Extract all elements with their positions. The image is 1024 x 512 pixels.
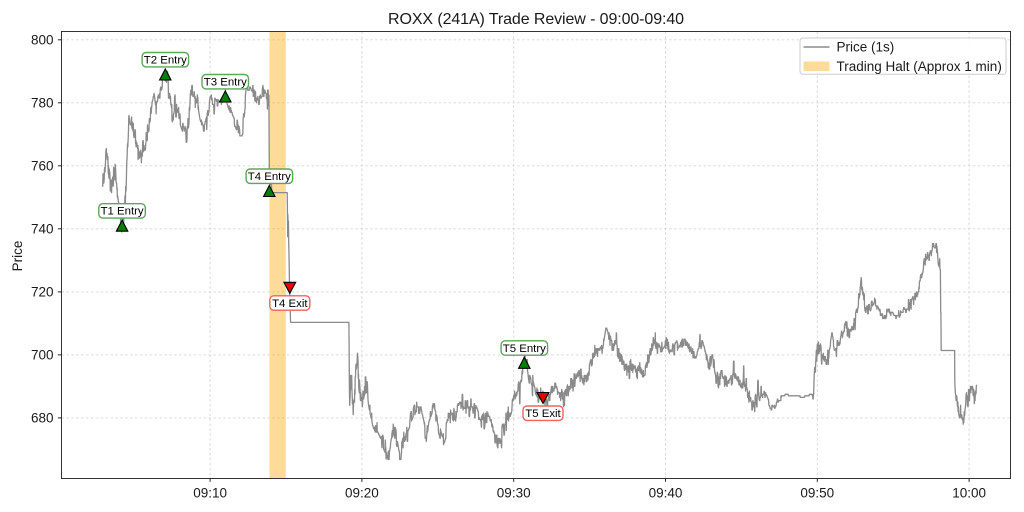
svg-text:T5 Entry: T5 Entry (503, 343, 546, 355)
svg-text:800: 800 (31, 33, 54, 48)
svg-text:700: 700 (31, 348, 54, 363)
svg-text:Trading Halt (Approx 1 min): Trading Halt (Approx 1 min) (837, 59, 1002, 74)
svg-text:T4 Entry: T4 Entry (248, 171, 291, 183)
svg-text:09:30: 09:30 (497, 485, 531, 500)
svg-text:Price: Price (10, 241, 25, 272)
svg-text:09:10: 09:10 (193, 485, 227, 500)
svg-text:ROXX (241A) Trade Review - 09:: ROXX (241A) Trade Review - 09:00-09:40 (388, 11, 684, 28)
svg-text:T4 Exit: T4 Exit (272, 298, 308, 310)
svg-text:09:20: 09:20 (345, 485, 379, 500)
svg-text:720: 720 (31, 285, 54, 300)
svg-text:T1 Entry: T1 Entry (101, 206, 144, 218)
svg-text:10:00: 10:00 (952, 485, 986, 500)
svg-text:Price (1s): Price (1s) (837, 40, 895, 55)
svg-text:680: 680 (31, 411, 54, 426)
svg-text:740: 740 (31, 222, 54, 237)
svg-text:09:40: 09:40 (649, 485, 683, 500)
svg-text:T5 Exit: T5 Exit (525, 408, 561, 420)
svg-text:780: 780 (31, 96, 54, 111)
svg-text:T2 Entry: T2 Entry (144, 55, 187, 67)
svg-text:T3 Entry: T3 Entry (204, 77, 247, 89)
svg-text:09:50: 09:50 (800, 485, 834, 500)
svg-text:760: 760 (31, 159, 54, 174)
